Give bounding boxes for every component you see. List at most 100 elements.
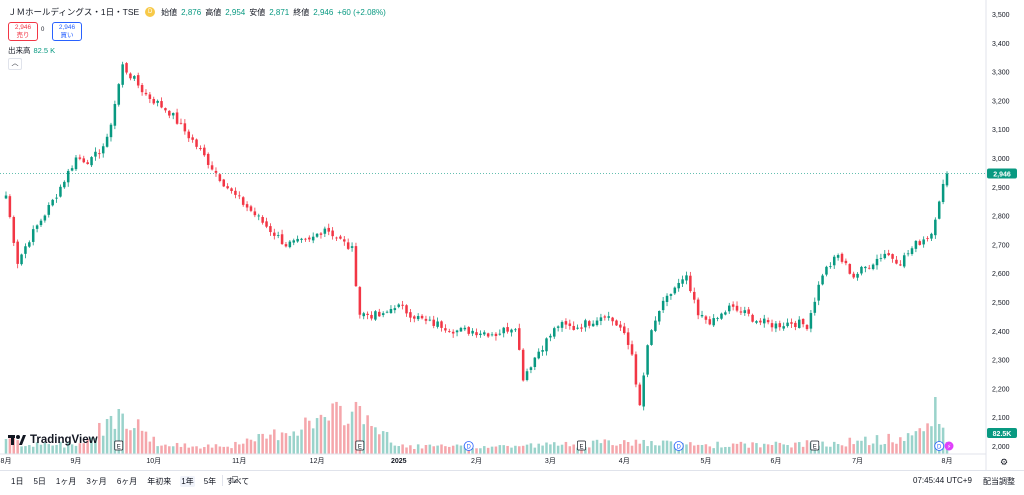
earnings-marker[interactable] [810, 440, 820, 451]
volume-bar [654, 445, 657, 454]
gear-icon[interactable]: ⚙ [1000, 457, 1009, 467]
volume-bar [416, 444, 420, 454]
range-all[interactable]: すべて [226, 477, 250, 486]
interval-badge[interactable]: D [145, 7, 156, 17]
volume-bar [206, 444, 210, 454]
volume-bar [941, 427, 945, 454]
range-5y[interactable]: 5年 [203, 477, 217, 486]
range-3m[interactable]: 3ヶ月 [86, 477, 107, 486]
y-tick-label: 2,900 [992, 185, 1010, 192]
dividend-marker[interactable] [673, 441, 684, 451]
candle-body [448, 331, 451, 332]
candle-body [179, 122, 183, 124]
volume-bar [424, 444, 428, 454]
volume-bar [910, 435, 914, 454]
candle-body [350, 246, 354, 248]
split-marker[interactable] [944, 441, 954, 451]
candle-body [926, 238, 929, 239]
volume-bar [502, 445, 505, 454]
calendar-icon[interactable]: ⌸ [232, 475, 238, 486]
volume-bar [875, 435, 879, 454]
volume-bar [494, 446, 498, 454]
volume-bar [642, 439, 645, 454]
volume-bar [801, 446, 805, 454]
volume-bar [735, 443, 739, 454]
volume-bar [74, 445, 78, 454]
volume-bar [786, 445, 789, 454]
clock-time[interactable]: 07:45:44 UTC+9 [913, 476, 972, 485]
volume-bar [914, 431, 918, 454]
candle-body [428, 319, 432, 321]
volume-bar [323, 417, 327, 454]
candle-body [774, 323, 778, 329]
candle-body [556, 326, 560, 328]
earnings-marker[interactable] [355, 440, 365, 451]
volume-bar [529, 443, 533, 454]
candle-body [148, 94, 152, 99]
candle-body [284, 244, 288, 247]
y-tick-label: 3,300 [992, 70, 1010, 77]
collapse-legend-button[interactable]: ︿ [8, 58, 22, 70]
candle-body [152, 98, 156, 104]
candle-body [385, 311, 389, 313]
candle-body [222, 179, 226, 187]
candle-body [685, 275, 688, 281]
range-1m[interactable]: 1ヶ月 [55, 477, 77, 486]
volume-bar [234, 441, 237, 454]
volume-bar [739, 441, 743, 454]
volume-bar [156, 446, 159, 454]
buy-price: 2,946 [58, 24, 76, 31]
candle-body [879, 258, 883, 259]
open-value: 2,876 [181, 7, 202, 17]
candle-body [366, 313, 369, 315]
candle-body [70, 168, 74, 171]
candle-body [276, 235, 280, 236]
candle-body [183, 123, 187, 132]
range-5d[interactable]: 5日 [33, 477, 46, 486]
range-1d[interactable]: 1日 [11, 477, 24, 486]
volume-bar [490, 446, 494, 454]
candle-body [28, 242, 31, 247]
candle-body [572, 325, 575, 330]
volume-legend: 出来高 82.5 K [8, 45, 55, 56]
volume-tag [987, 428, 1017, 438]
candle-body [420, 315, 424, 319]
volume-bar [331, 403, 334, 454]
volume-bar [762, 443, 766, 454]
candle-body [82, 158, 86, 163]
dividend-adjust-toggle[interactable]: 配当調整 [983, 477, 1015, 486]
range-6m[interactable]: 6ヶ月 [116, 477, 138, 486]
dividend-marker[interactable] [463, 441, 474, 451]
candle-body [280, 234, 284, 244]
candle-body [657, 310, 661, 322]
volume-bar [700, 444, 704, 454]
volume-bar [20, 446, 23, 454]
volume-bar [280, 432, 284, 454]
candle-body [887, 253, 890, 256]
x-tick-label: 12月 [310, 457, 325, 465]
dividend-marker[interactable] [934, 441, 945, 451]
tradingview-logo[interactable]: TradingView [8, 434, 98, 446]
event-marker-label: E [579, 445, 583, 451]
buy-label: 買い [60, 31, 74, 39]
volume-bar [766, 444, 770, 454]
volume-bar [148, 441, 152, 454]
last-price-label: 2,946 [993, 172, 1011, 179]
candle-body [603, 316, 607, 318]
candle-body [521, 349, 525, 381]
range-ytd[interactable]: 年初来 [147, 477, 172, 486]
sell-button[interactable]: 2,946 売り [8, 22, 38, 41]
buy-button[interactable]: 2,946 買い [52, 22, 82, 41]
candle-body [455, 330, 459, 333]
volume-bar [483, 446, 486, 454]
volume-bar [934, 397, 937, 454]
candle-body [463, 327, 467, 330]
earnings-marker[interactable] [114, 440, 124, 451]
volume-bar [451, 445, 455, 454]
earnings-marker[interactable] [577, 440, 586, 451]
volume-bar [413, 449, 416, 454]
volume-label: 出来高 [8, 46, 31, 55]
volume-bar [836, 444, 840, 454]
range-1y[interactable]: 1年 [180, 476, 195, 487]
